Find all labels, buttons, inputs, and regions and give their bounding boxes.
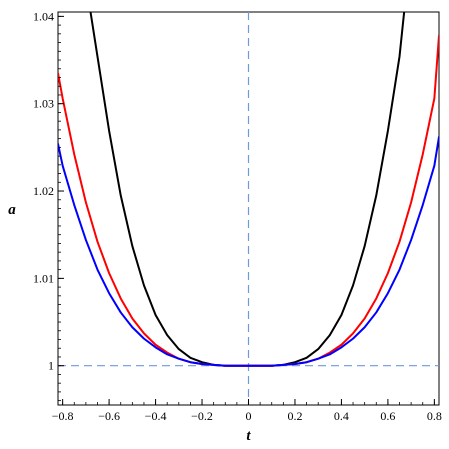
series-line-3	[58, 135, 439, 367]
x-tick-label: 0.4	[334, 409, 349, 423]
y-tick-label: 1.03	[33, 97, 54, 111]
x-tick-label: 0.8	[427, 409, 442, 423]
x-tick-label: −0.8	[52, 409, 74, 423]
x-tick-label: −0.4	[145, 409, 167, 423]
y-tick-label: 1	[48, 359, 54, 373]
y-tick-label: 1.04	[33, 9, 54, 23]
x-tick-label: 0	[246, 409, 252, 423]
x-tick-label: 0.6	[380, 409, 395, 423]
y-tick-label: 1.01	[33, 271, 54, 285]
x-axis-label: t	[246, 428, 251, 444]
x-tick-label: 0.2	[287, 409, 302, 423]
y-tick-label: 1.02	[33, 184, 54, 198]
x-tick-label: −0.6	[98, 409, 120, 423]
x-tick-label: −0.2	[191, 409, 213, 423]
y-axis-label: a	[8, 202, 16, 218]
